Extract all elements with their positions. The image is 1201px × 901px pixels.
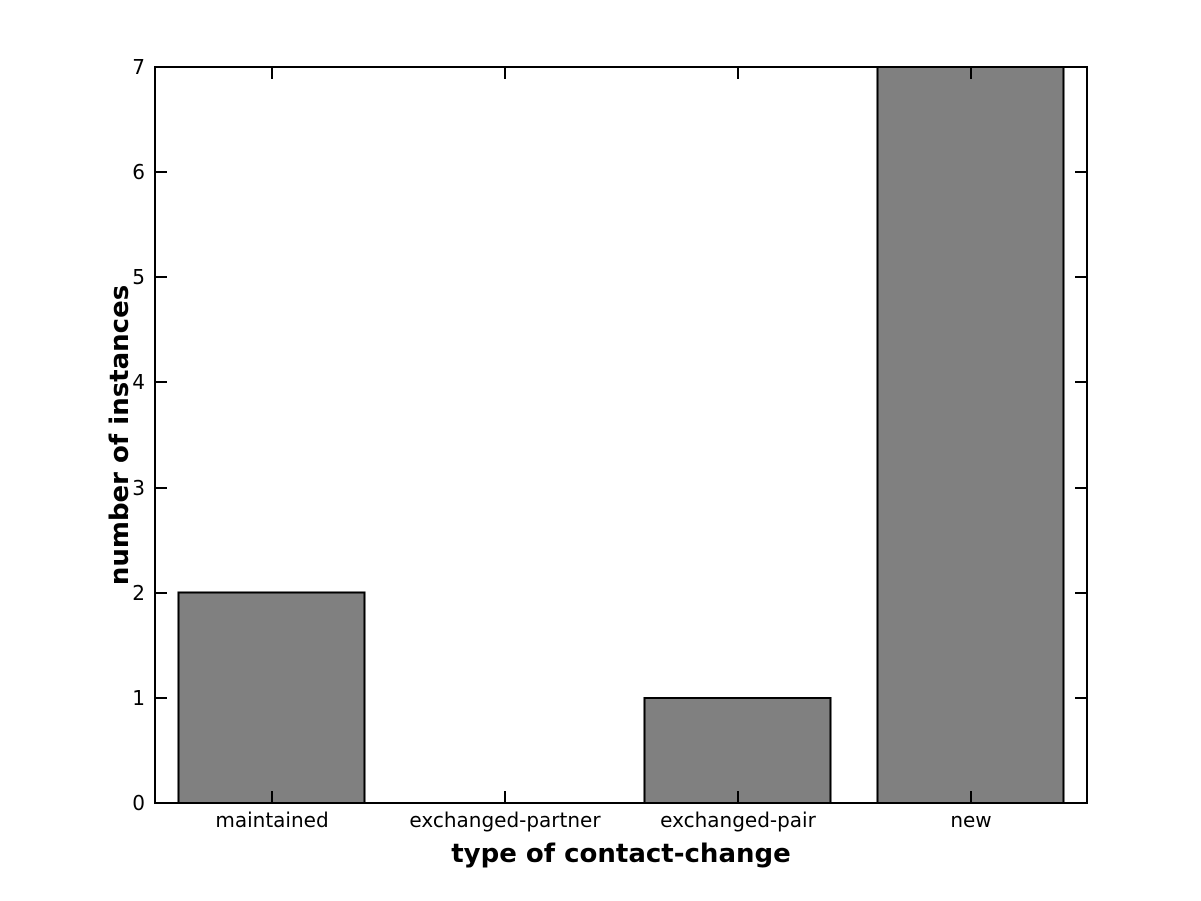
y-tick-label-7: 7 — [132, 55, 145, 79]
bar-exchanged-pair — [643, 696, 832, 805]
bar-new — [876, 66, 1065, 804]
bar-maintained — [177, 591, 366, 805]
y-tick-label-5: 5 — [132, 265, 145, 289]
y-tick-label-2: 2 — [132, 581, 145, 605]
y-axis-label: number of instances — [105, 285, 135, 585]
tick-labels-layer: 0 1 2 3 4 5 6 7 maintained exchanged-partner excha… — [132, 55, 991, 832]
x-tick-label-new: new — [950, 808, 991, 832]
y-tick-label-4: 4 — [132, 370, 145, 394]
x-tick-label-exchanged-partner: exchanged-partner — [409, 808, 601, 832]
axes-box — [154, 66, 1088, 804]
x-axis-label: type of contact-change — [451, 839, 791, 869]
axes-layer — [154, 66, 1088, 804]
x-tick-label-exchanged-pair: exchanged-pair — [660, 808, 816, 832]
y-tick-label-1: 1 — [132, 686, 145, 710]
x-tick-label-maintained: maintained — [215, 808, 328, 832]
y-tick-label-6: 6 — [132, 160, 145, 184]
y-tick-label-0: 0 — [132, 791, 145, 815]
y-tick-label-3: 3 — [132, 476, 145, 500]
bars-layer — [177, 66, 1065, 805]
